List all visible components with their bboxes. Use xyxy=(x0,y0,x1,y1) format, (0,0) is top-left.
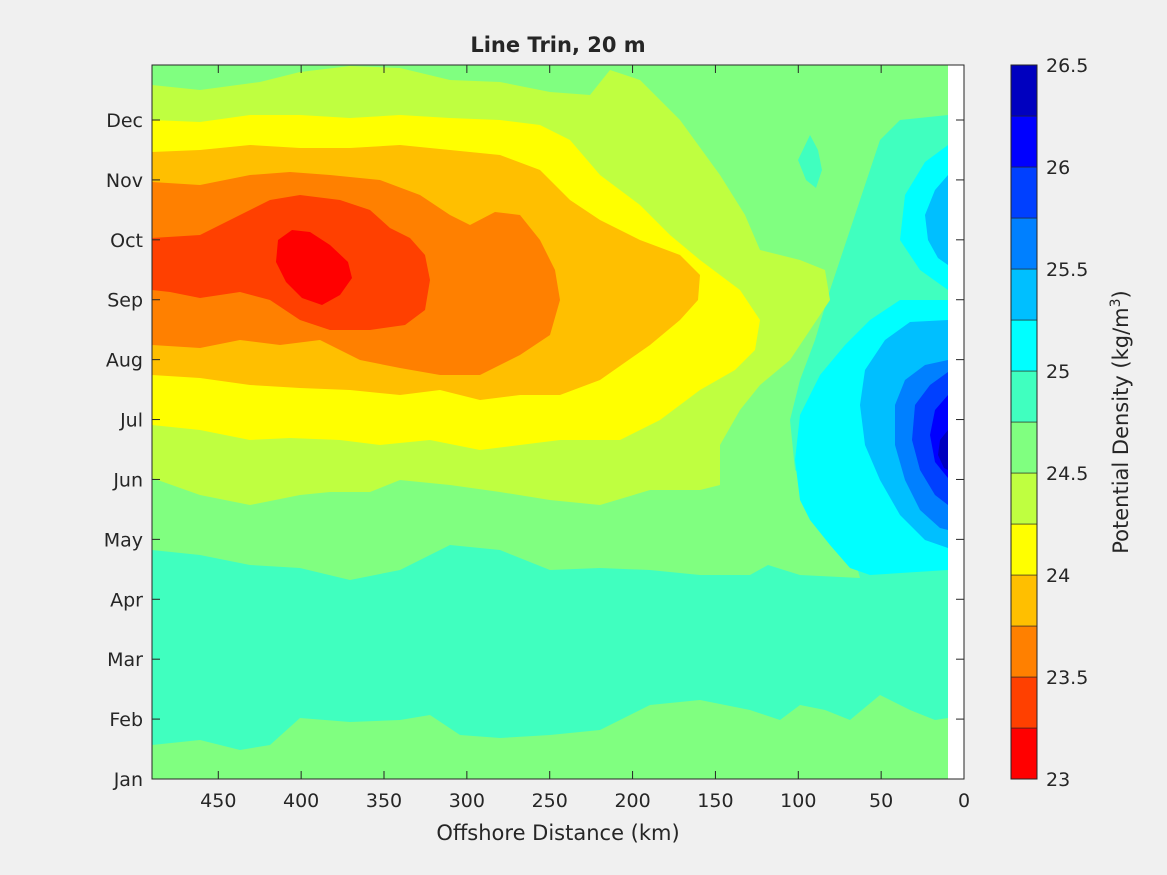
band-24.75-25-pocket xyxy=(798,135,822,188)
colorbar-tick-label: 23.5 xyxy=(1046,667,1088,689)
colorbar-label: Potential Density (kg/m3) xyxy=(1108,290,1133,554)
x-tick-label: 100 xyxy=(780,790,816,812)
colorbar-swatch xyxy=(1010,370,1038,423)
colorbar-tick-label: 25 xyxy=(1046,361,1070,383)
y-tick-label: Jun xyxy=(112,469,143,491)
colorbar-label-sup: 3 xyxy=(1108,298,1124,307)
y-tick-label: Nov xyxy=(106,170,143,192)
axis-ticks: 450 400 350 300 250 200 150 100 50 0 Jan Feb Mar Apr M… xyxy=(104,65,970,812)
y-tick-label: Jul xyxy=(119,410,143,432)
chart-title: Line Trin, 20 m xyxy=(470,33,645,57)
band-23-23.25 xyxy=(276,230,352,305)
x-tick-label: 150 xyxy=(697,790,733,812)
colorbar-swatch xyxy=(1010,64,1038,117)
colorbar-tick-label: 26.5 xyxy=(1046,55,1088,77)
colorbar: 23 23.5 24 24.5 25 25.5 26 26.5 xyxy=(1010,55,1088,791)
colorbar-swatch xyxy=(1010,523,1038,576)
y-tick-label: Aug xyxy=(106,350,143,372)
colorbar-swatch xyxy=(1010,676,1038,729)
y-tick-label: Feb xyxy=(109,709,143,731)
y-tick-label: Mar xyxy=(107,649,143,671)
colorbar-swatch xyxy=(1010,421,1038,474)
colorbar-swatch xyxy=(1010,115,1038,168)
colorbar-swatch xyxy=(1010,574,1038,627)
x-axis-label: Offshore Distance (km) xyxy=(436,821,679,845)
x-tick-label: 50 xyxy=(869,790,893,812)
y-tick-label: Sep xyxy=(107,290,143,312)
colorbar-tick-label: 24.5 xyxy=(1046,463,1088,485)
colorbar-swatch xyxy=(1010,268,1038,321)
colorbar-label-main: Potential Density (kg/m xyxy=(1109,307,1133,553)
colorbar-swatch xyxy=(1010,472,1038,525)
colorbar-swatch xyxy=(1010,319,1038,372)
x-tick-label: 400 xyxy=(283,790,319,812)
y-tick-label: May xyxy=(104,529,143,551)
colorbar-swatch xyxy=(1010,217,1038,270)
colorbar-tick-label: 26 xyxy=(1046,157,1070,179)
y-tick-label: Oct xyxy=(110,230,143,252)
y-tick-label: Dec xyxy=(106,110,143,132)
band-26.25-26.5 xyxy=(938,430,948,470)
colorbar-label-end: ) xyxy=(1109,290,1133,298)
colorbar-swatch xyxy=(1010,727,1038,780)
y-tick-label: Apr xyxy=(110,589,143,611)
x-tick-label: 0 xyxy=(958,790,970,812)
x-tick-label: 450 xyxy=(200,790,236,812)
x-tick-label: 350 xyxy=(366,790,402,812)
colorbar-swatch xyxy=(1010,166,1038,219)
axes-box xyxy=(151,64,965,780)
x-tick-label: 200 xyxy=(614,790,650,812)
band-24.5-24.75-winter xyxy=(152,695,948,779)
contour-fills xyxy=(152,65,948,779)
colorbar-tick-label: 25.5 xyxy=(1046,259,1088,281)
colorbar-tick-label: 24 xyxy=(1046,565,1070,587)
y-tick-label: Jan xyxy=(113,769,143,791)
colorbar-swatch xyxy=(1010,625,1038,678)
band-25.75-26 xyxy=(912,372,948,505)
band-25.25-25.5-upper xyxy=(925,175,948,265)
x-tick-label: 250 xyxy=(532,790,568,812)
x-tick-label: 300 xyxy=(449,790,485,812)
colorbar-frame xyxy=(1010,64,1038,780)
colorbar-tick-label: 23 xyxy=(1046,769,1070,791)
band-25-25.25-pocket xyxy=(845,462,851,490)
